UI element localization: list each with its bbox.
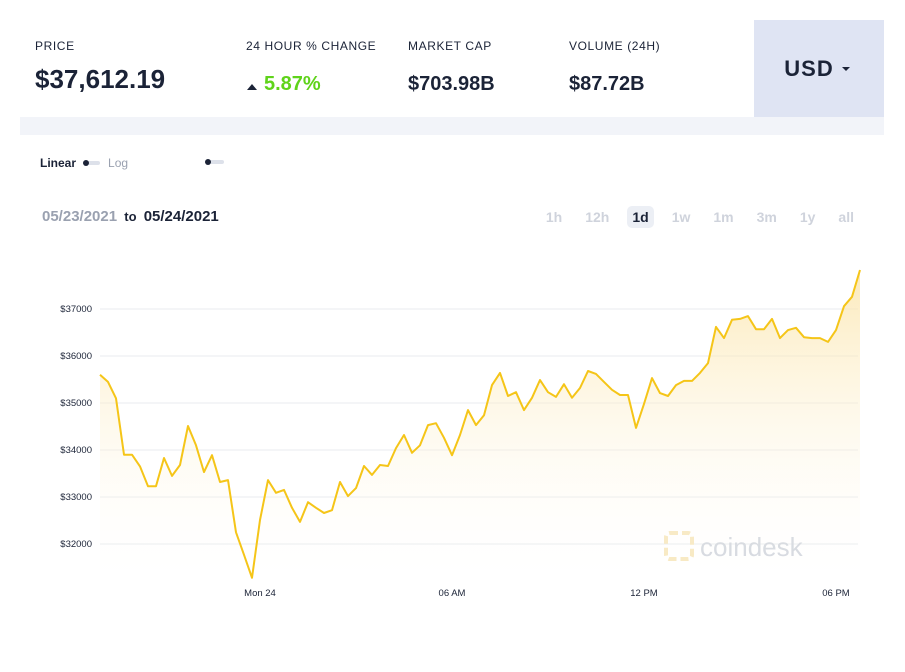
range-button[interactable]: 3m [756, 209, 777, 225]
band [20, 117, 884, 135]
currency-select[interactable]: USD [754, 20, 884, 117]
up-arrow [247, 84, 257, 90]
x-tick-label: Mon 24 [244, 588, 276, 599]
range-button[interactable]: 1m [713, 209, 734, 225]
change-label: 24 HOUR % CHANGE [246, 39, 377, 53]
x-tick-label: 06 AM [439, 588, 466, 599]
scale-toggle[interactable]: Linear Log [40, 156, 128, 170]
range-button[interactable]: 1w [671, 209, 691, 225]
range-buttons: 1h 12h 1d 1w 1m 3m 1y all [541, 206, 859, 228]
price-line [99, 269, 861, 579]
change: 5.87% [264, 73, 321, 95]
volume: $87.72B [569, 73, 645, 95]
cap-label: MARKET CAP [408, 39, 492, 53]
range-button[interactable]: 1h [545, 209, 563, 225]
range-button[interactable]: 1y [799, 209, 816, 225]
y-tick-label: $35000 [60, 398, 92, 409]
log-label: Log [108, 156, 129, 170]
price-label: PRICE [35, 39, 75, 53]
date-from: 05/23/2021 [42, 208, 118, 225]
y-tick-label: $36000 [60, 351, 92, 362]
volume-label: VOLUME (24H) [569, 39, 661, 53]
x-tick-label: 06 PM [822, 588, 850, 599]
y-tick-label: $32000 [60, 539, 92, 550]
y-tick-label: $33000 [60, 492, 92, 503]
date-to: 05/24/2021 [143, 208, 219, 225]
area-fill [100, 270, 860, 591]
toggle[interactable] [204, 158, 226, 166]
toggle [83, 160, 101, 166]
y-tick-label: $34000 [60, 445, 92, 456]
market-cap: $703.98B [408, 73, 495, 95]
range-button[interactable]: all [838, 209, 854, 225]
currency: USD [784, 55, 834, 81]
caret [841, 66, 850, 71]
date-range: 05/23/2021 to 05/24/2021 [42, 208, 219, 225]
linear-label: Linear [40, 156, 77, 170]
y-tick-label: $37000 [60, 304, 92, 315]
x-tick-label: 12 PM [630, 588, 658, 599]
range-button[interactable]: 12h [585, 209, 610, 225]
range-button[interactable]: 1d [627, 206, 654, 228]
date-to-word: to [124, 209, 137, 224]
price: $37,612.19 [35, 64, 166, 94]
